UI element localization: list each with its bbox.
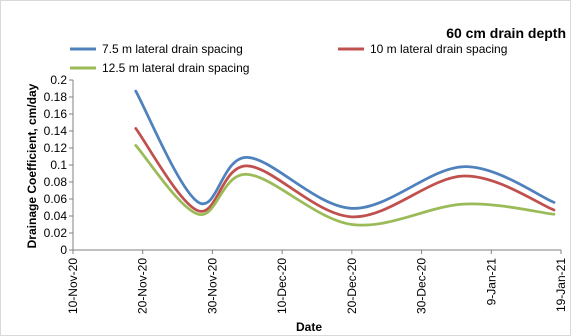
y-tick-label: 0.12	[44, 141, 68, 155]
x-tick-label: 9-Jan-21	[484, 258, 498, 306]
y-tick-label: 0.16	[44, 107, 68, 121]
series-line-3	[134, 144, 556, 227]
x-tick-label: 30-Nov-20	[205, 258, 219, 314]
y-tick-label: 0.04	[44, 209, 68, 223]
legend-label-series-1: 7.5 m lateral drain spacing	[102, 42, 243, 56]
x-tick-label: 10-Dec-20	[275, 258, 289, 314]
legend-item-series-1: 7.5 m lateral drain spacing	[70, 42, 243, 56]
series-lines	[134, 89, 556, 227]
x-tick-label: 30-Dec-20	[415, 258, 429, 314]
series-line-1	[134, 89, 556, 210]
y-tick-label: 0.02	[44, 226, 68, 240]
series-line-2	[134, 127, 556, 219]
y-tick-label: 0.14	[44, 124, 68, 138]
x-tick-label: 20-Dec-20	[345, 258, 359, 314]
x-tick-label: 19-Jan-21	[554, 258, 568, 312]
y-tick-label: 0	[60, 243, 67, 257]
y-axis-ticks: 0 0.02 0.04 0.06 0.08 0.1 0.12 0.14 0.16 0.18 0.2	[44, 73, 73, 257]
y-tick-label: 0.06	[44, 192, 68, 206]
y-tick-label: 0.1	[50, 158, 67, 172]
x-tick-label: 20-Nov-20	[136, 258, 150, 314]
legend-item-series-2: 10 m lateral drain spacing	[338, 42, 507, 56]
legend-label-series-3: 12.5 m lateral drain spacing	[102, 61, 249, 75]
y-axis-title: Drainage Coefficient, cm/day	[25, 83, 39, 248]
legend-label-series-2: 10 m lateral drain spacing	[370, 42, 507, 56]
legend-item-series-3: 12.5 m lateral drain spacing	[70, 61, 249, 75]
y-tick-label: 0.08	[44, 175, 68, 189]
y-tick-label: 0.2	[50, 73, 67, 87]
x-tick-label: 10-Nov-20	[66, 258, 80, 314]
x-axis-title: Date	[296, 320, 322, 334]
x-axis-ticks: 10-Nov-20 20-Nov-20 30-Nov-20 10-Dec-20 20-D…	[66, 250, 568, 314]
chart-title: 60 cm drain depth	[446, 25, 566, 41]
y-tick-label: 0.18	[44, 90, 68, 104]
legend: 7.5 m lateral drain spacing 10 m lateral…	[70, 42, 507, 75]
